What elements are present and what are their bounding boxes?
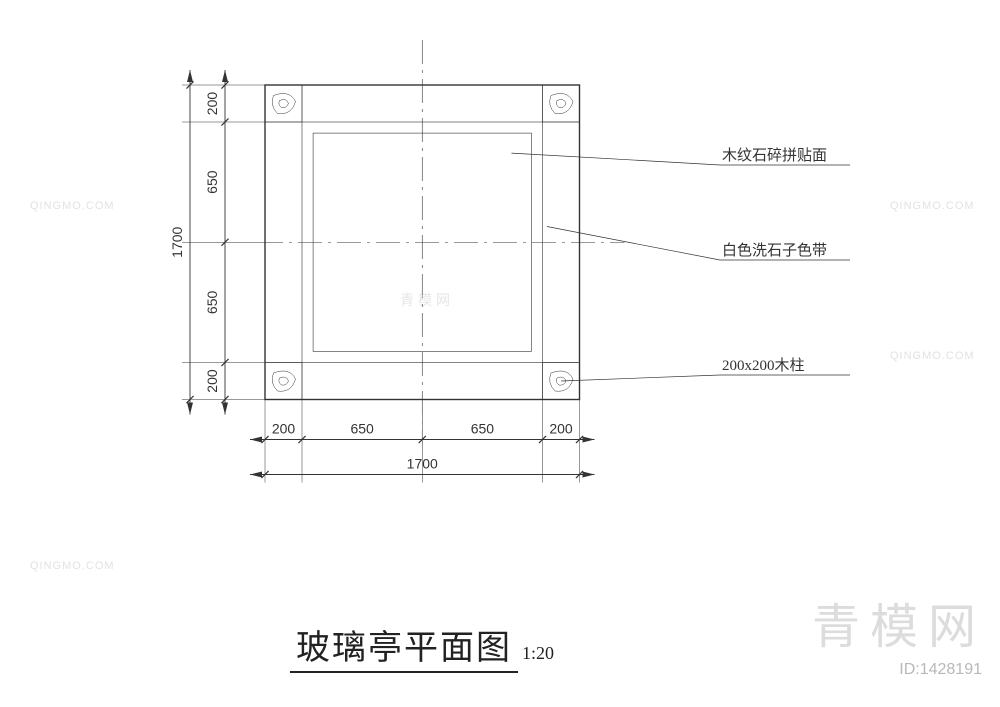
watermark-logo: 青模网 <box>812 587 986 657</box>
watermark-small: QINGMO.COM <box>890 200 975 212</box>
dimension-value: 1700 <box>407 456 438 472</box>
drawing-scale: 1:20 <box>522 643 554 666</box>
post-bl <box>265 363 302 400</box>
watermark-small: QINGMO.COM <box>30 200 115 212</box>
post-tr <box>543 85 580 122</box>
post-tl <box>265 85 302 122</box>
title-block: 玻璃亭平面图 1:20 <box>290 620 554 673</box>
dimension-value: 1700 <box>169 226 185 257</box>
wood-grain-icon <box>279 100 289 108</box>
dimension-value: 200 <box>549 421 573 437</box>
dimension-value: 650 <box>350 421 374 437</box>
annotation-label: 白色洗石子色带 <box>722 242 827 259</box>
drawing-title: 玻璃亭平面图 <box>290 620 518 673</box>
watermark-id: ID:1428191 <box>899 661 982 679</box>
dimension-value: 200 <box>272 421 296 437</box>
dimension-value: 200 <box>204 92 220 116</box>
dimension-value: 650 <box>204 290 220 314</box>
wood-grain-icon <box>272 94 295 114</box>
wood-grain-icon <box>272 371 295 391</box>
watermark-center: 青模网 <box>400 290 454 310</box>
annotation-label: 木纹石碎拼贴面 <box>722 147 827 164</box>
watermark-small: QINGMO.COM <box>30 560 115 572</box>
annotation-label: 200x200木柱 <box>722 357 805 374</box>
wood-grain-icon <box>556 100 566 108</box>
watermark-small: QINGMO.COM <box>890 350 975 362</box>
wood-grain-icon <box>279 377 289 385</box>
dimension-value: 650 <box>471 421 495 437</box>
dimension-value: 650 <box>204 170 220 194</box>
dimension-value: 200 <box>204 369 220 393</box>
wood-grain-icon <box>550 94 573 114</box>
